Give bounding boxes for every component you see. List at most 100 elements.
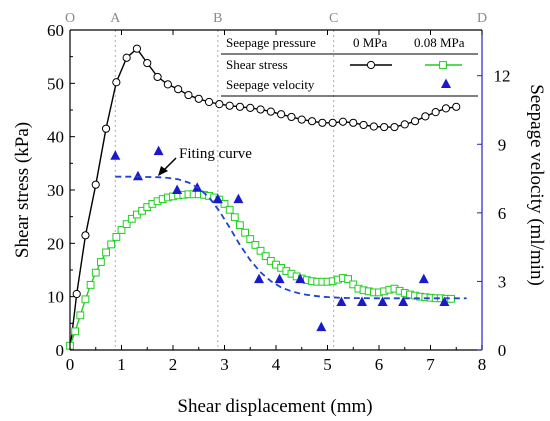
y-tick-label: 40 [47, 128, 64, 147]
shear-stress-008mpa-point [261, 252, 270, 261]
shear-stress-008mpa-point [225, 205, 234, 214]
shear-stress-008mpa-point [81, 295, 90, 304]
y-tick-label: 50 [47, 74, 64, 93]
y2-tick-label: 3 [498, 272, 507, 291]
y-tick-label: 30 [47, 181, 64, 200]
shear-stress-0mpa-point [338, 117, 348, 126]
shear-stress-0mpa-point [204, 97, 214, 107]
legend-col2: 0.08 MPa [414, 35, 465, 50]
shear-stress-008mpa-point [220, 199, 229, 208]
shear-stress-0mpa-point [153, 72, 162, 82]
shear-stress-008mpa-point [230, 213, 239, 222]
shear-stress-008mpa-point [107, 240, 116, 249]
fitting-curve-annotation: Fiting curve [179, 146, 252, 162]
shear-stress-008mpa-point [112, 233, 121, 241]
shear-stress-0mpa-point [143, 58, 152, 68]
shear-stress-0mpa-point [410, 117, 420, 126]
y-tick-label: 0 [56, 341, 65, 360]
shear-stress-008mpa-line [69, 193, 452, 346]
y-tick-label: 10 [47, 288, 64, 307]
seepage-velocity-point [233, 193, 244, 204]
seepage-velocity-point [316, 321, 327, 332]
shear-stress-008mpa-point [117, 226, 126, 234]
annotation-arrow-head [158, 166, 168, 176]
shear-stress-008mpa-point [122, 220, 131, 229]
seepage-velocity-point [418, 273, 429, 284]
shear-stress-0mpa-point [266, 107, 275, 116]
y-tick-label: 60 [47, 21, 64, 40]
shear-stress-0mpa-point [112, 78, 121, 87]
legend-header: Seepage pressure [226, 35, 316, 50]
seepage-velocity-point [377, 296, 388, 306]
series-layer [66, 44, 467, 351]
shear-stress-0mpa-point [235, 102, 245, 111]
y-axis-title: Shear stress (kPa) [12, 122, 33, 258]
legend-triangle-velocity [441, 78, 451, 88]
x-axis-title: Shear displacement (mm) [177, 396, 372, 417]
seepage-velocity-point [274, 273, 285, 284]
annotation: Fiting curve [158, 146, 252, 176]
shear-stress-0mpa-point [246, 103, 255, 112]
phase-label-b: B [213, 11, 222, 26]
shear-stress-0mpa-line [69, 47, 457, 351]
shear-stress-0mpa-point [81, 231, 90, 240]
seepage-velocity-point [212, 193, 223, 204]
shear-stress-0mpa-point [194, 94, 203, 103]
legend-row2: Seepage velocity [226, 77, 315, 92]
legend-circle-0mpa [366, 60, 376, 70]
shear-stress-0mpa-point [297, 115, 306, 124]
shear-stress-008mpa-point [71, 327, 80, 336]
y-tick-label: 20 [47, 234, 64, 253]
phase-label-a: A [110, 11, 121, 26]
shear-stress-0mpa-point [174, 85, 183, 94]
seepage-velocity-point [357, 296, 368, 306]
shear-stress-0mpa-point [390, 122, 399, 132]
shear-stress-008mpa-point [344, 275, 353, 283]
shear-stress-008mpa-point [246, 235, 255, 243]
shear-stress-0mpa-point [72, 289, 81, 299]
shear-stress-0mpa-point [400, 120, 409, 129]
shear-stress-0mpa-point [421, 112, 430, 121]
shear-stress-008mpa-point [256, 246, 265, 255]
phase-label-d: D [477, 11, 487, 26]
shear-stress-0mpa-point [452, 102, 461, 111]
shear-stress-0mpa-point [380, 122, 389, 132]
x-tick-label: 8 [478, 355, 487, 374]
y2-tick-label: 12 [494, 67, 511, 86]
fitting-curve-line [115, 175, 467, 300]
phase-label-o: O [65, 11, 75, 26]
seepage-velocity-point [398, 296, 409, 306]
seepage-velocity-point [295, 273, 306, 284]
x-tick-label: 4 [272, 355, 281, 374]
shear-stress-0mpa-point [132, 44, 142, 53]
seepage-velocity-point [439, 296, 450, 306]
shear-stress-0mpa-point [318, 118, 327, 127]
legend-symbols [350, 60, 462, 88]
shear-stress-0mpa-point [287, 112, 296, 122]
x-tick-label: 5 [323, 355, 332, 374]
shear-stress-0mpa-point [369, 122, 378, 131]
x-tick-label: 0 [66, 355, 75, 374]
shear-stress-0mpa-point [359, 120, 368, 130]
y2-axis-title: Seepage velocity (ml/min) [526, 84, 547, 286]
legend-col1: 0 MPa [353, 35, 388, 50]
seepage-velocity-point [132, 170, 143, 181]
phase-label-c: C [329, 11, 338, 26]
shear-stress-008mpa-point [76, 311, 85, 320]
legend: Seepage pressure 0 MPa 0.08 MPa Shear st… [221, 35, 478, 97]
shear-stress-008mpa-point [236, 221, 244, 230]
shear-stress-0mpa-point [328, 118, 337, 127]
shear-stress-0mpa-point [349, 118, 358, 127]
shear-stress-0mpa-point [215, 100, 224, 109]
seepage-velocity-point [254, 273, 265, 284]
x-tick-label: 1 [117, 355, 126, 374]
seepage-velocity-point [336, 296, 347, 306]
y2-tick-label: 0 [498, 341, 507, 360]
shear-stress-0mpa-point [91, 180, 100, 189]
shear-stress-0mpa-point [307, 117, 317, 126]
legend-row1: Shear stress [226, 57, 288, 72]
y2-tick-label: 6 [498, 204, 507, 223]
